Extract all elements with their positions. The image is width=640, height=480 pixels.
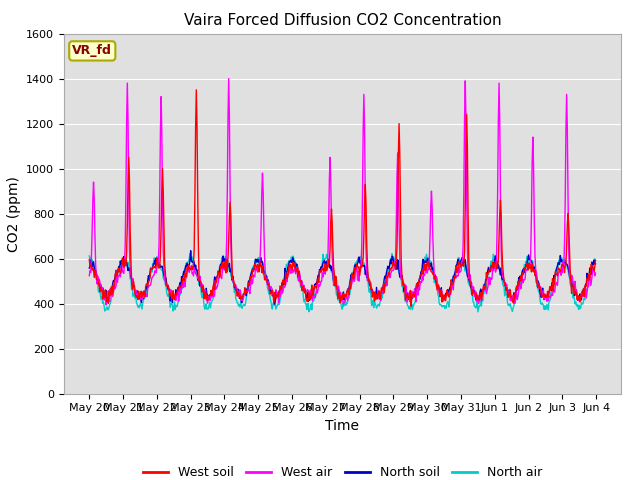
Title: Vaira Forced Diffusion CO2 Concentration: Vaira Forced Diffusion CO2 Concentration — [184, 13, 501, 28]
Legend: West soil, West air, North soil, North air: West soil, West air, North soil, North a… — [138, 461, 547, 480]
Text: VR_fd: VR_fd — [72, 44, 112, 58]
X-axis label: Time: Time — [325, 419, 360, 433]
Y-axis label: CO2 (ppm): CO2 (ppm) — [6, 176, 20, 252]
